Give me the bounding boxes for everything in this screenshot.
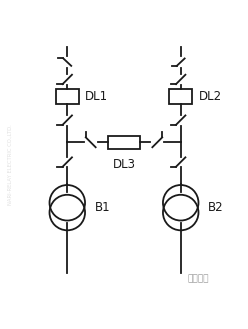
Bar <box>108 136 140 149</box>
Text: NARI-RELAY ELECTRIC CO.,LTD.: NARI-RELAY ELECTRIC CO.,LTD. <box>8 124 13 205</box>
Bar <box>169 89 192 104</box>
Text: DL3: DL3 <box>113 158 135 171</box>
Text: B1: B1 <box>95 201 111 214</box>
Text: B2: B2 <box>208 201 224 214</box>
Text: DL2: DL2 <box>199 90 222 103</box>
Text: 易览电气: 易览电气 <box>187 274 209 283</box>
Text: DL1: DL1 <box>85 90 108 103</box>
Bar <box>56 89 79 104</box>
